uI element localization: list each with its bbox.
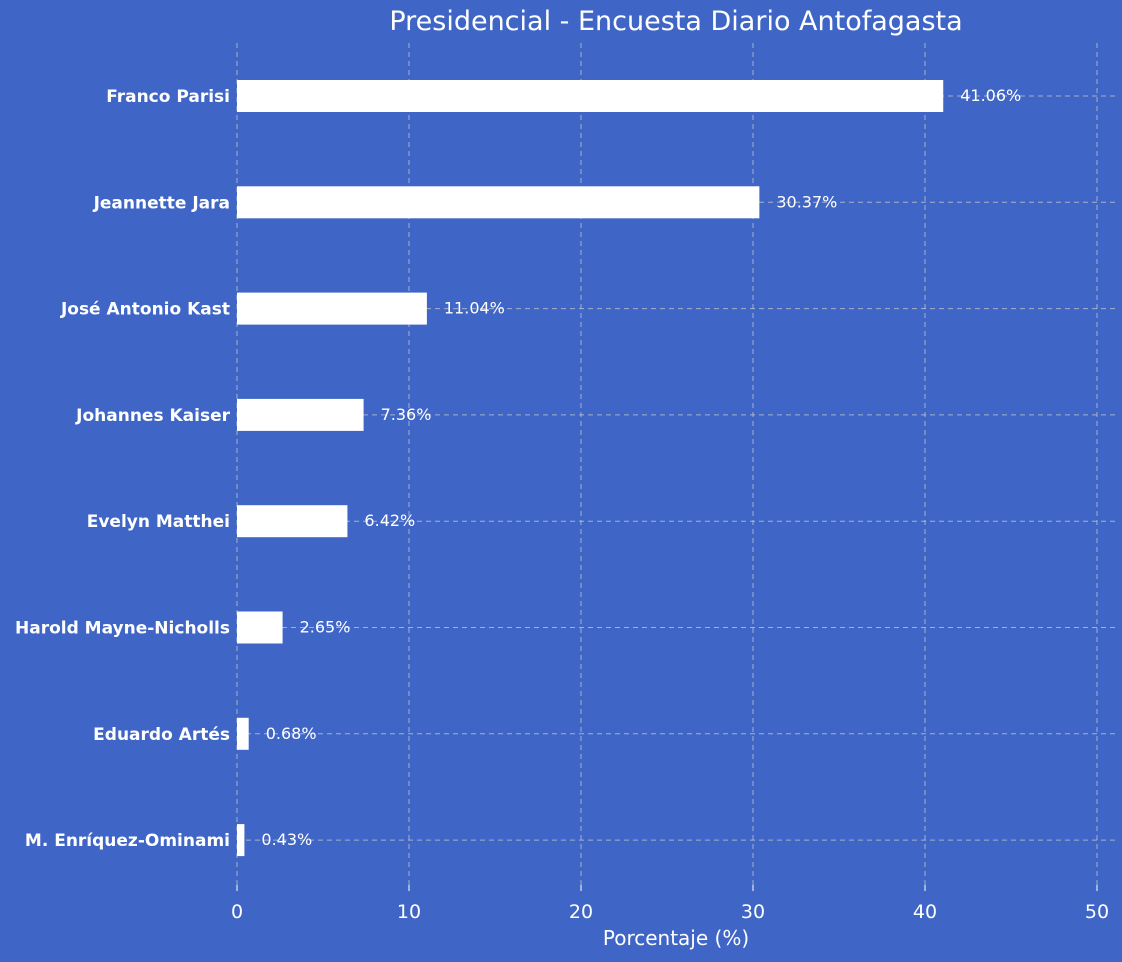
value-label: 2.65% [300, 618, 351, 637]
bar [237, 80, 944, 112]
category-label: José Antonio Kast [60, 300, 230, 320]
bar [237, 186, 760, 219]
category-label: Eduardo Artés [93, 725, 230, 745]
x-axis-title: Porcentaje (%) [603, 926, 749, 950]
x-tick-label: 20 [569, 901, 593, 923]
category-label: Franco Parisi [106, 87, 230, 107]
x-tick-label: 40 [913, 901, 937, 923]
x-axis: 0 10 20 30 40 50 [231, 885, 1109, 923]
value-label: 0.43% [261, 830, 312, 849]
x-tick-label: 50 [1085, 901, 1109, 923]
value-label: 11.04% [444, 299, 505, 318]
x-tick-label: 30 [741, 901, 765, 923]
category-label: Harold Mayne-Nicholls [15, 619, 230, 639]
value-label: 0.68% [266, 724, 317, 743]
labels-layer: Franco Parisi 41.06% Jeannette Jara 30.37% J… [15, 86, 1021, 851]
category-label: M. Enríquez-Ominami [25, 831, 230, 851]
bar [237, 611, 283, 644]
chart-title: Presidencial - Encuesta Diario Antofagas… [389, 6, 962, 37]
value-label: 41.06% [960, 86, 1021, 105]
category-label: Jeannette Jara [93, 193, 230, 213]
value-label: 6.42% [364, 511, 415, 530]
value-label: 30.37% [776, 192, 837, 211]
bar [237, 505, 348, 538]
x-tick-label: 0 [231, 901, 243, 923]
bar [237, 292, 427, 325]
category-label: Johannes Kaiser [75, 406, 230, 426]
bar [237, 398, 364, 431]
bar [237, 717, 249, 750]
bar [237, 824, 245, 857]
value-label: 7.36% [381, 405, 432, 424]
bars-layer [237, 80, 944, 857]
category-label: Evelyn Matthei [87, 512, 230, 532]
grid-layer [236, 43, 1115, 885]
x-tick-label: 10 [397, 901, 421, 923]
